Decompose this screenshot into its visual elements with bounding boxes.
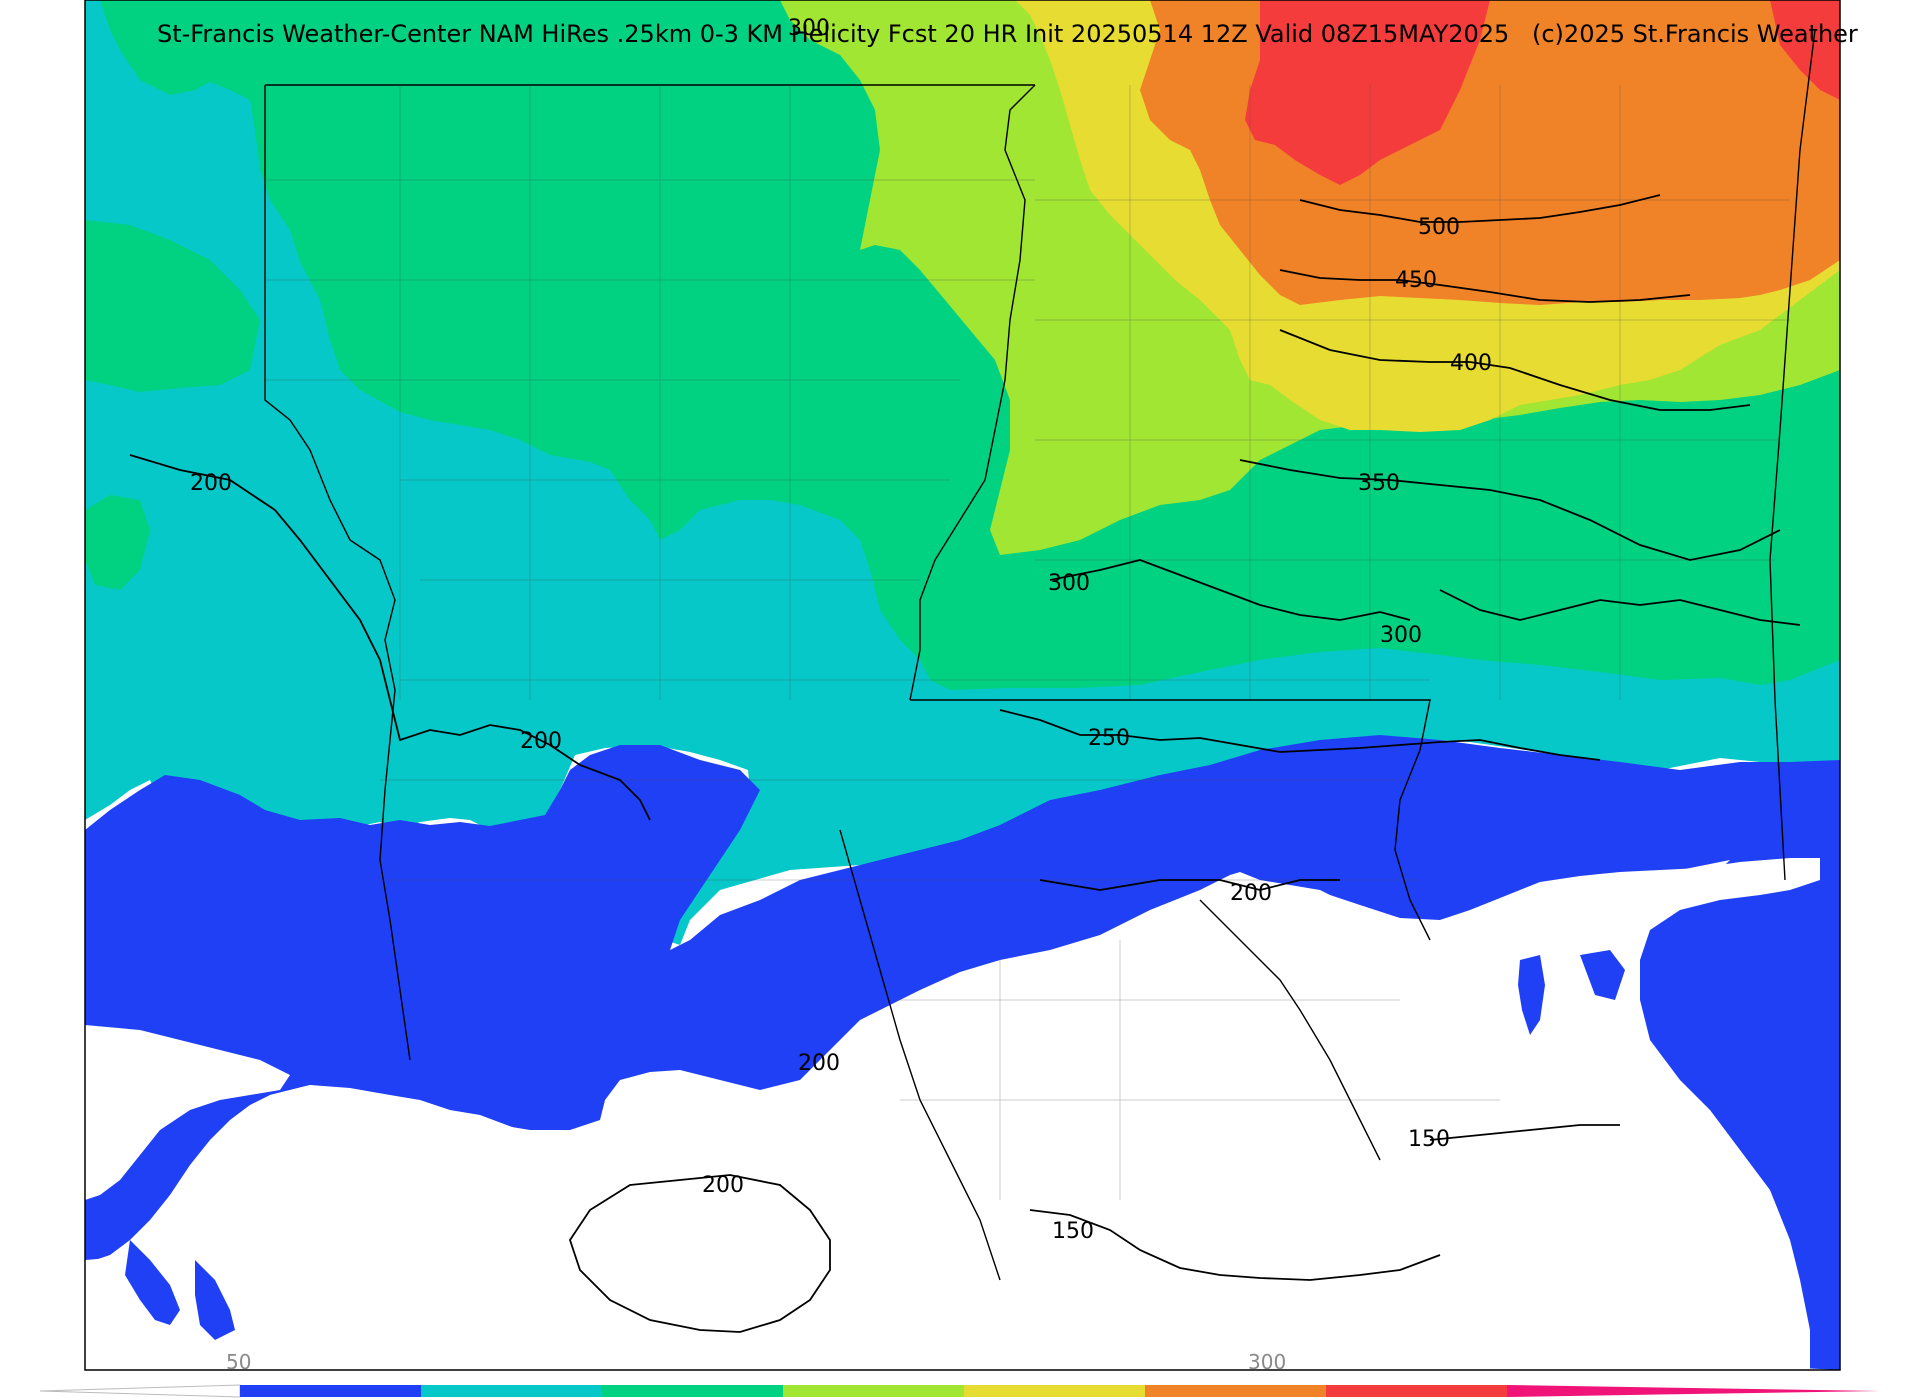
helicity-band-white-south [85,858,1820,1370]
contour-labels: 200 200 200 200 200 250 300 300 300 350 … [190,16,1492,1244]
contour-label: 350 [1358,471,1400,496]
helicity-contours [129,194,1801,1333]
contour-label: 200 [702,1173,744,1198]
contour-label: 150 [1052,1219,1094,1244]
helicity-patch-red-east [1770,0,1840,100]
colorbar-segment [1145,1385,1327,1397]
contour-200-gulf [569,1174,831,1333]
contour-500 [1299,194,1661,223]
helicity-patch-blue-bay-a [125,1240,180,1325]
helicity-patch-white-southwest [85,1025,290,1200]
contour-450 [1279,269,1691,303]
colorbar-extend-low [39,1384,241,1398]
helicity-band-blue [85,735,1840,1370]
contour-200-south [1039,879,1340,891]
contour-label: 400 [1450,351,1492,376]
contour-label: 500 [1418,215,1460,240]
contour-300-mid [1049,559,1411,621]
contour-label: 300 [788,16,830,41]
colorbar-segment [240,1385,422,1397]
map-panel [85,0,1840,1370]
contour-300-east [1439,589,1801,626]
contour-label: 200 [798,1051,840,1076]
helicity-band-white-gulf [262,1070,700,1270]
contour-200-west [129,454,651,821]
helicity-band-red [1245,0,1490,185]
chart-title: St-Francis Weather-Center NAM HiRes .25k… [157,20,1509,48]
copyright-text: (c)2025 St.Francis Weather [1532,20,1858,48]
contour-150-east [1429,1124,1620,1141]
colorbar-segment [783,1385,965,1397]
county-boundaries [265,85,1790,1200]
contour-label: 150 [1408,1127,1450,1152]
helicity-patch-green-southwest [85,495,150,590]
colorbar-tick-label: 300 [1248,1350,1286,1374]
contour-label: 250 [1088,726,1130,751]
contour-label: 450 [1395,268,1437,293]
helicity-patch-green-west [85,220,260,392]
contour-400 [1279,329,1751,411]
colorbar-segment [421,1385,603,1397]
colorbar-segment [602,1385,784,1397]
contour-label: 200 [190,471,232,496]
colorbar-segment [1326,1385,1508,1397]
state-boundaries [264,29,1816,1281]
colorbar-extend-high [1507,1385,1880,1397]
helicity-patch-blue-east-inlet [1518,955,1545,1035]
helicity-patch-blue-east-inlet-b [1580,950,1625,1000]
colorbar-tick-label: 50 [226,1350,251,1374]
helicity-patch-blue-bay-b [195,1260,235,1340]
contour-label: 300 [1048,571,1090,596]
contour-350 [1239,459,1781,561]
colorbar-segment [964,1385,1146,1397]
contour-label: 300 [1380,623,1422,648]
colorbar [39,1384,1880,1398]
contour-label: 200 [1230,881,1272,906]
contour-label: 200 [520,729,562,754]
contour-150-coast [1029,1209,1441,1281]
map-frame [84,0,1841,1371]
contour-250 [999,709,1601,761]
